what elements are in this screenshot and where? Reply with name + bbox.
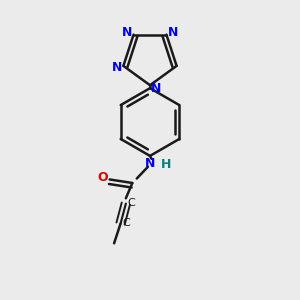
Text: C: C	[123, 218, 130, 228]
Text: N: N	[151, 82, 161, 95]
Text: N: N	[112, 61, 122, 74]
Text: N: N	[122, 26, 132, 39]
Text: H: H	[160, 158, 171, 171]
Text: O: O	[97, 172, 108, 184]
Text: C: C	[128, 198, 136, 208]
Text: N: N	[168, 26, 178, 39]
Text: N: N	[145, 157, 155, 170]
